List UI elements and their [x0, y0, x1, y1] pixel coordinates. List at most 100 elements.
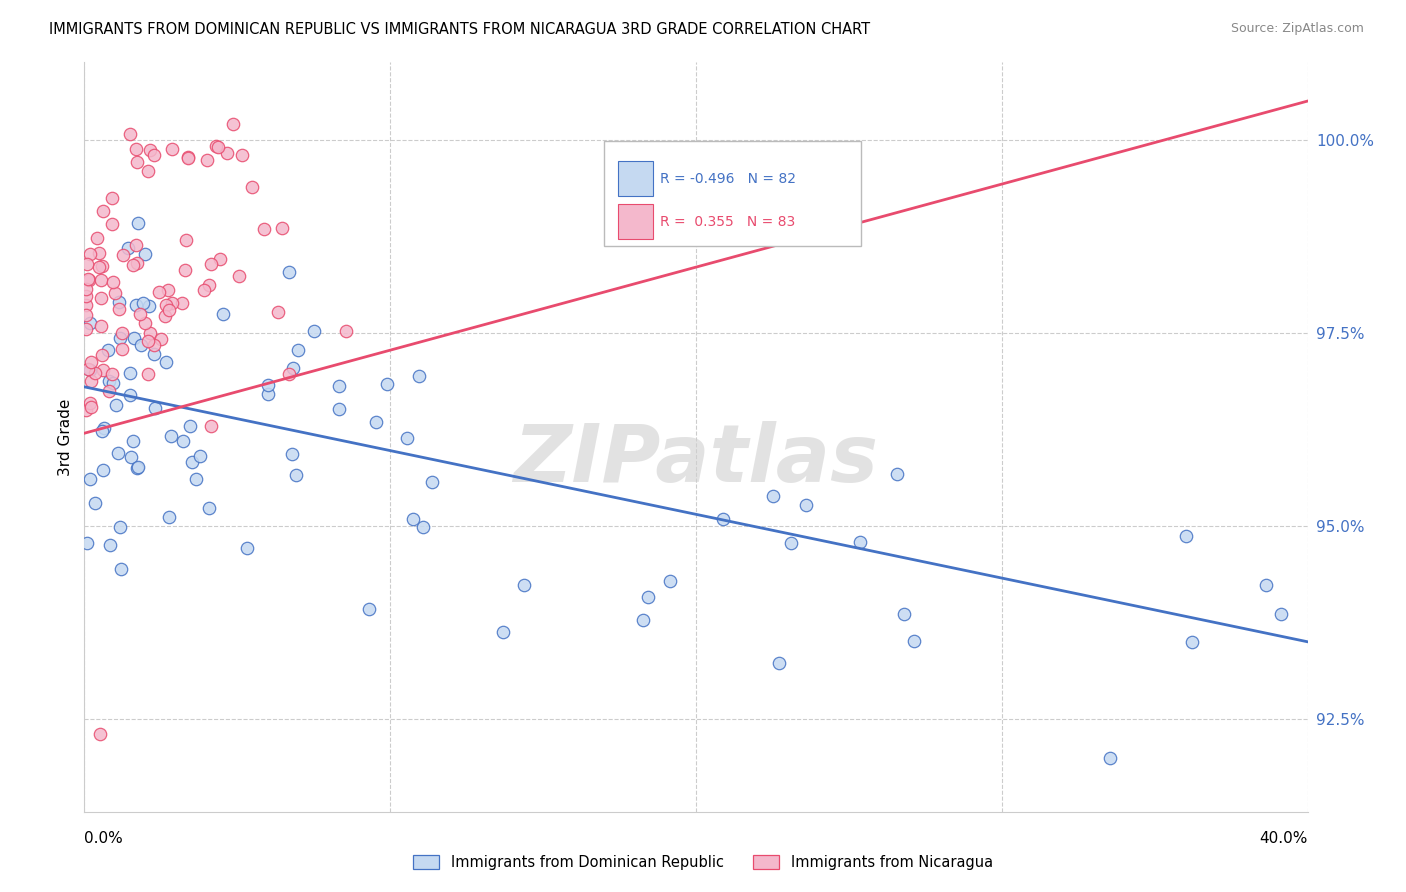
- Point: [172, 434, 194, 448]
- Point: [174, 262, 197, 277]
- Point: [637, 590, 659, 604]
- Point: [79, 246, 101, 260]
- Point: [91, 363, 114, 377]
- Point: [98, 374, 121, 388]
- Point: [177, 149, 200, 163]
- Point: [1175, 529, 1198, 543]
- Point: [228, 268, 250, 283]
- Point: [101, 191, 124, 205]
- Point: [257, 378, 280, 392]
- Point: [100, 367, 122, 381]
- Point: [231, 148, 253, 162]
- Point: [132, 295, 155, 310]
- Point: [222, 117, 245, 131]
- Point: [127, 216, 149, 230]
- Point: [90, 291, 112, 305]
- Point: [77, 273, 100, 287]
- Point: [134, 316, 156, 330]
- Point: [366, 416, 388, 430]
- Point: [97, 343, 120, 358]
- Point: [97, 384, 120, 398]
- Point: [127, 459, 149, 474]
- Point: [76, 536, 98, 550]
- Point: [79, 317, 101, 331]
- Point: [79, 472, 101, 486]
- Point: [253, 222, 276, 236]
- Point: [1270, 607, 1292, 621]
- Point: [256, 386, 278, 401]
- Point: [762, 489, 785, 503]
- Point: [188, 449, 211, 463]
- Point: [150, 332, 173, 346]
- Point: [125, 298, 148, 312]
- Point: [136, 164, 159, 178]
- Point: [208, 252, 231, 267]
- Point: [893, 607, 915, 621]
- Point: [157, 283, 180, 297]
- Point: [270, 221, 292, 235]
- Point: [111, 342, 134, 356]
- Point: [633, 614, 655, 628]
- Point: [91, 259, 114, 273]
- Point: [212, 307, 235, 321]
- Point: [86, 231, 108, 245]
- Point: [236, 541, 259, 556]
- Point: [195, 153, 218, 168]
- Point: [84, 496, 107, 510]
- Point: [357, 602, 380, 616]
- Point: [80, 355, 103, 369]
- Point: [148, 285, 170, 299]
- Point: [176, 233, 198, 247]
- Point: [101, 376, 124, 390]
- Point: [134, 247, 156, 261]
- Point: [120, 127, 142, 141]
- Point: [143, 347, 166, 361]
- Point: [768, 656, 790, 670]
- Point: [98, 538, 121, 552]
- Point: [90, 273, 112, 287]
- Point: [80, 374, 103, 388]
- Point: [1254, 578, 1277, 592]
- Point: [794, 499, 817, 513]
- Point: [143, 401, 166, 415]
- Point: [412, 520, 434, 534]
- Point: [408, 368, 430, 383]
- Text: ZIPatlas: ZIPatlas: [513, 420, 879, 499]
- Point: [139, 326, 162, 340]
- Point: [160, 295, 183, 310]
- Point: [75, 308, 97, 322]
- Point: [153, 310, 176, 324]
- Point: [104, 398, 127, 412]
- Point: [281, 361, 304, 376]
- Point: [75, 322, 97, 336]
- Point: [120, 388, 142, 402]
- Point: [76, 362, 98, 376]
- Point: [120, 366, 142, 380]
- Point: [157, 510, 180, 524]
- Point: [127, 155, 149, 169]
- Point: [402, 512, 425, 526]
- Point: [278, 265, 301, 279]
- Point: [90, 348, 112, 362]
- Point: [328, 379, 350, 393]
- Point: [138, 299, 160, 313]
- Point: [179, 418, 201, 433]
- Point: [278, 367, 301, 381]
- Text: 40.0%: 40.0%: [1260, 831, 1308, 846]
- Point: [89, 727, 111, 741]
- Point: [375, 376, 398, 391]
- Text: IMMIGRANTS FROM DOMINICAN REPUBLIC VS IMMIGRANTS FROM NICARAGUA 3RD GRADE CORREL: IMMIGRANTS FROM DOMINICAN REPUBLIC VS IM…: [49, 22, 870, 37]
- Point: [198, 501, 221, 516]
- Point: [93, 204, 115, 219]
- Point: [198, 277, 221, 292]
- Point: [75, 282, 97, 296]
- Point: [125, 142, 148, 156]
- Point: [136, 334, 159, 349]
- Point: [177, 151, 200, 165]
- Point: [127, 461, 149, 475]
- Legend: Immigrants from Dominican Republic, Immigrants from Nicaragua: Immigrants from Dominican Republic, Immi…: [408, 849, 998, 876]
- Point: [143, 338, 166, 352]
- Point: [111, 326, 134, 341]
- Point: [89, 245, 111, 260]
- Point: [104, 286, 127, 301]
